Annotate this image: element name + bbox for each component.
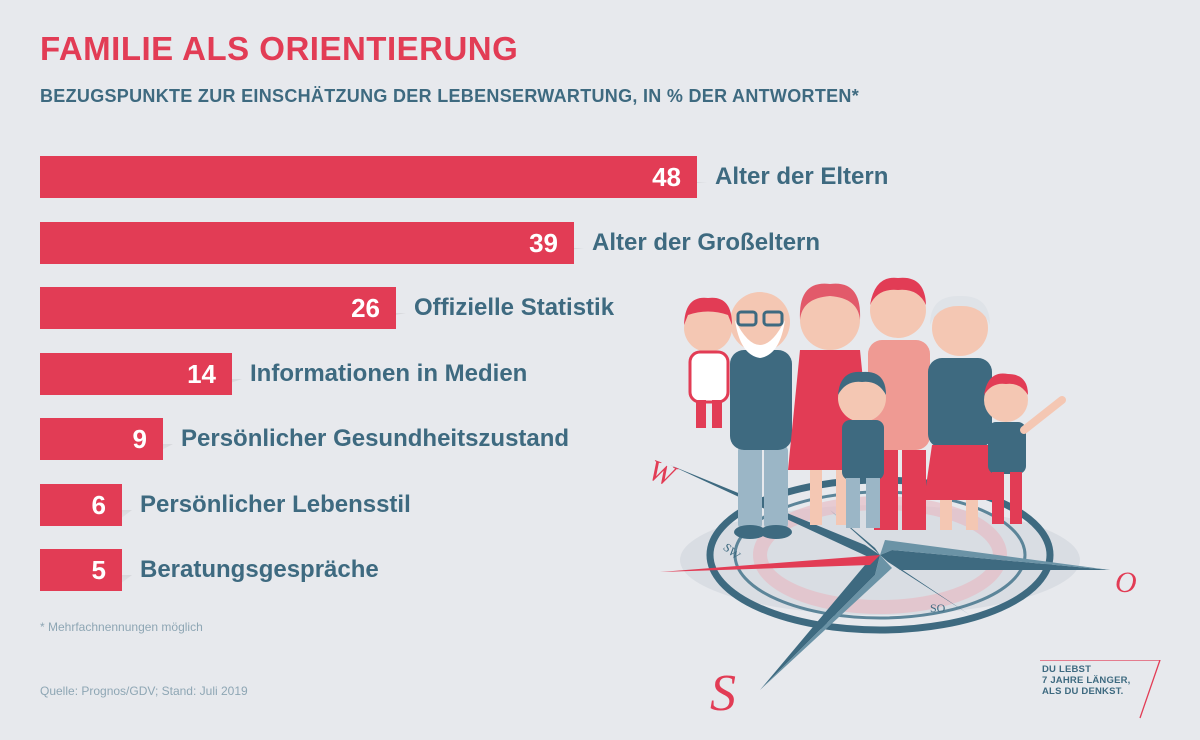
brand-text: DU LEBST 7 JAHRE LÄNGER, ALS DU DENKST. [1042,664,1131,697]
bar-row: 9 Persönlicher Gesundheitszustand [40,402,690,462]
brand-slogan: DU LEBST 7 JAHRE LÄNGER, ALS DU DENKST. [1040,660,1165,720]
bar [40,484,122,526]
chart-subtitle: BEZUGSPUNKTE ZUR EINSCHÄTZUNG DER LEBENS… [40,86,860,106]
bar [40,418,163,460]
bar [40,353,232,395]
bar-category-label: Beratungsgespräche [140,556,379,583]
bar-category-label: Persönlicher Lebensstil [140,491,411,518]
bar-category-label: Persönlicher Gesundheitszustand [181,425,570,452]
bar-category-label: Offizielle Statistik [414,294,615,321]
bar-value-label: 14 [187,359,216,389]
compass-label-o: O [1115,566,1137,599]
bar-row: 26 Offizielle Statistik [40,271,690,331]
bar [40,156,697,198]
figure-boy [838,371,886,528]
compass-point-s [760,555,880,690]
chart-title: FAMILIE ALS ORIENTIERUNG [40,30,519,67]
bar [40,549,122,591]
bar-value-label: 5 [91,555,106,585]
family-compass-illustration: W O S SW SO [644,277,1137,722]
compass-point-se [880,555,970,615]
brand-line: ALS DU DENKST. [1042,686,1124,697]
figure-small-boy [984,373,1066,524]
source-note: Quelle: Prognos/GDV; Stand: Juli 2019 [40,684,248,698]
compass-point-s-light [760,555,892,690]
bar-value-label: 9 [132,424,147,454]
bar-value-label: 39 [529,228,558,258]
brand-line: DU LEBST [1042,664,1092,675]
compass-label-so: SO [930,601,946,615]
figure-girl [684,297,732,428]
bar-category-label: Alter der Eltern [715,163,889,190]
bar-row: 14 Informationen in Medien [40,337,690,397]
bar-row: 39 Alter der Großeltern [40,206,820,266]
bar-row: 5 Beratungsgespräche [40,533,690,593]
brand-line: 7 JAHRE LÄNGER, [1042,675,1131,686]
figure-grandmother [924,295,996,530]
bar-category-label: Informationen in Medien [250,360,528,387]
compass-label-w: W [644,453,682,494]
footnote: * Mehrfachnennungen möglich [40,620,203,634]
bar-value-label: 48 [652,162,681,192]
bar [40,287,396,329]
bar-category-label: Alter der Großeltern [592,229,821,256]
bar-chart: 48 Alter der Eltern 39 Alter der Großeltern… [40,140,888,610]
bar-value-label: 26 [351,293,380,323]
compass-point-sw [660,555,880,572]
bar-row: 6 Persönlicher Lebensstil [40,468,690,528]
figure-grandfather [730,292,792,539]
bar-value-label: 6 [91,490,106,520]
brand-frame-icon [1040,660,1161,719]
compass-point-o-light [880,540,1110,570]
bar [40,222,574,264]
compass-point-o [880,550,1110,570]
compass-label-s: S [710,665,736,722]
bar-row: 48 Alter der Eltern [40,140,888,200]
